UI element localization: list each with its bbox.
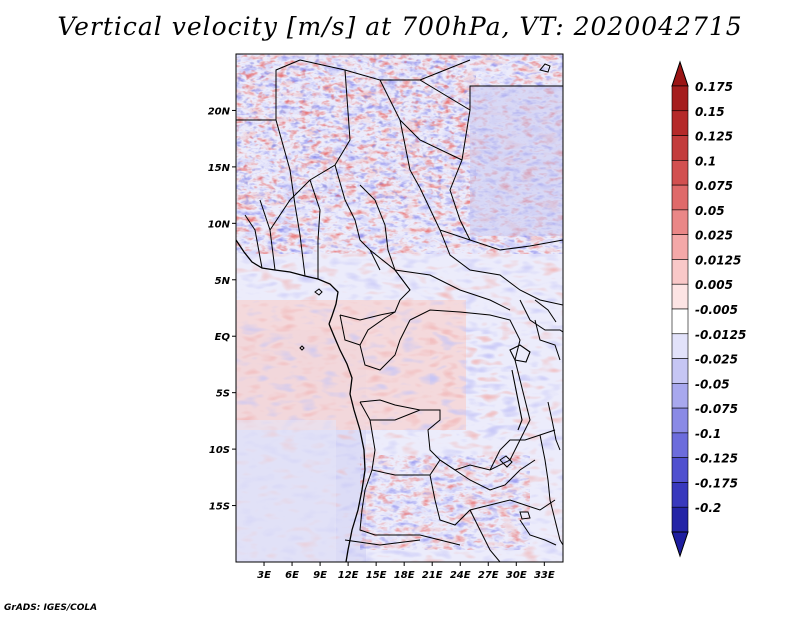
colorbar-label: -0.2 bbox=[695, 501, 721, 515]
lat-tick-label: 20N bbox=[208, 106, 231, 117]
colorbar-top-arrow bbox=[671, 60, 689, 87]
colorbar-label: 0.15 bbox=[695, 105, 725, 119]
colorbar-label: 0.1 bbox=[695, 154, 716, 168]
vertical-velocity-field bbox=[236, 54, 563, 562]
longitude-axis: 3E 6E 9E 12E 15E 18E 21E 24E 27E 30E 33E bbox=[257, 562, 555, 581]
colorbar-swatch bbox=[671, 259, 689, 285]
colorbar-label: -0.1 bbox=[695, 427, 721, 441]
colorbar-swatch bbox=[671, 160, 689, 186]
colorbar-swatch bbox=[671, 333, 689, 359]
lon-tick-label: 21E bbox=[422, 570, 443, 581]
lat-tick-label: EQ bbox=[215, 332, 231, 343]
colorbar-swatch bbox=[671, 308, 689, 335]
colorbar-label: -0.005 bbox=[695, 303, 738, 317]
lon-tick-label: 30E bbox=[506, 570, 527, 581]
lon-tick-label: 33E bbox=[534, 570, 555, 581]
colorbar-swatch bbox=[671, 234, 689, 260]
colorbar-label: -0.0125 bbox=[695, 328, 746, 342]
lon-tick-label: 9E bbox=[313, 570, 327, 581]
lon-tick-label: 18E bbox=[394, 570, 415, 581]
lon-tick-label: 15E bbox=[366, 570, 387, 581]
colorbar-label: 0.025 bbox=[695, 229, 733, 243]
lon-tick-label: 12E bbox=[338, 570, 359, 581]
colorbar-swatch bbox=[671, 184, 689, 211]
lon-tick-label: 27E bbox=[478, 570, 499, 581]
colorbar-swatch bbox=[671, 358, 689, 384]
colorbar-label: -0.025 bbox=[695, 353, 738, 367]
lat-tick-label: 5S bbox=[216, 389, 230, 400]
colorbar-label: 0.005 bbox=[695, 278, 733, 292]
colorbar-label: -0.05 bbox=[695, 377, 730, 391]
colorbar-label: -0.075 bbox=[695, 402, 738, 416]
colorbar-bottom-arrow bbox=[671, 531, 689, 558]
lat-tick-label: 5N bbox=[215, 276, 231, 287]
lon-tick-label: 3E bbox=[257, 570, 271, 581]
colorbar-swatch bbox=[671, 85, 689, 112]
country-borders bbox=[236, 59, 563, 562]
lon-tick-label: 6E bbox=[285, 570, 299, 581]
lat-tick-label: 15N bbox=[208, 163, 231, 174]
lat-tick-label: 10S bbox=[209, 445, 230, 456]
grads-credit: GrADS: IGES/COLA bbox=[4, 603, 98, 613]
colorbar-swatch bbox=[671, 407, 689, 434]
colorbar-label: 0.125 bbox=[695, 130, 733, 144]
colorbar-label: 0.05 bbox=[695, 204, 725, 218]
colorbar-label: 0.0125 bbox=[695, 253, 741, 267]
colorbar-swatch bbox=[671, 506, 689, 533]
colorbar-label: 0.075 bbox=[695, 179, 733, 193]
colorbar-label: -0.175 bbox=[695, 476, 738, 490]
map-frame bbox=[235, 53, 564, 563]
colorbar-swatch bbox=[671, 135, 689, 161]
lon-tick-label: 24E bbox=[450, 570, 471, 581]
latitude-axis: 20N 15N 10N 5N EQ 5S 10S 15S bbox=[208, 106, 236, 513]
lat-tick-label: 10N bbox=[208, 219, 231, 230]
colorbar-swatch bbox=[671, 482, 689, 508]
figure-title: Vertical velocity [m/s] at 700hPa, VT: 2… bbox=[57, 12, 743, 41]
colorbar-swatch bbox=[671, 383, 689, 409]
colorbar-swatch bbox=[671, 432, 689, 458]
colorbar-label: -0.125 bbox=[695, 452, 738, 466]
colorbar-label: 0.175 bbox=[695, 80, 733, 94]
lat-tick-label: 15S bbox=[209, 502, 230, 513]
colorbar-swatch bbox=[671, 110, 689, 136]
colorbar-swatch bbox=[671, 457, 689, 483]
colorbar-swatch bbox=[671, 283, 689, 310]
colorbar-swatch bbox=[671, 209, 689, 235]
